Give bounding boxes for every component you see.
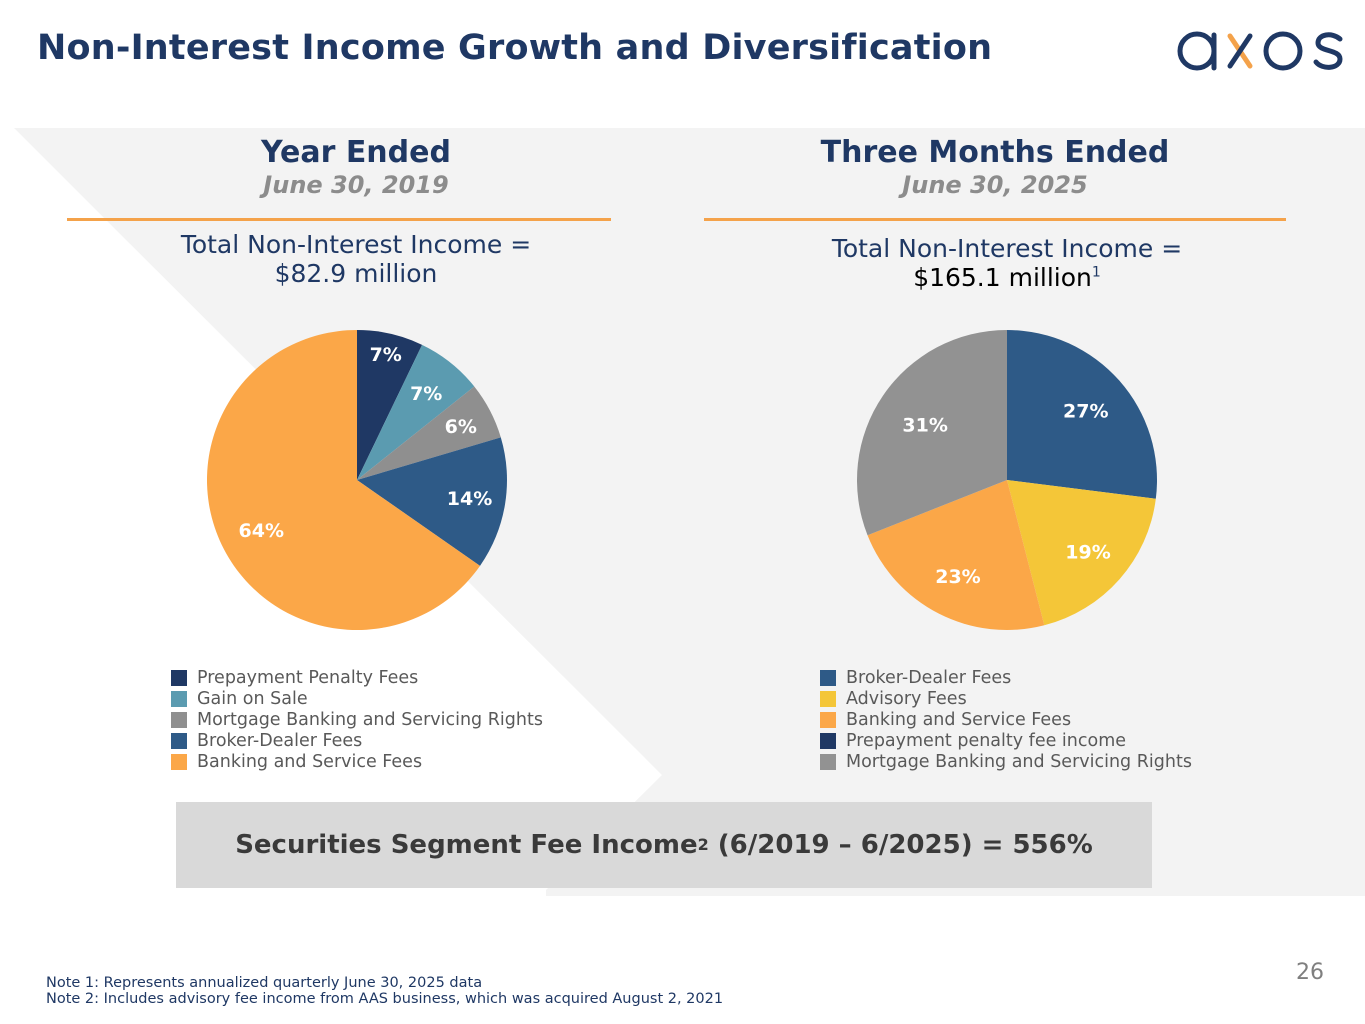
axos-logo <box>1177 31 1343 71</box>
legend-label-1-0: Broker-Dealer Fees <box>846 667 1012 688</box>
left-panel-heading: Year Ended June 30, 2019 <box>156 136 556 200</box>
right-heading-title: Three Months Ended <box>820 135 1170 170</box>
legend-item-0-4: Banking and Service Fees <box>171 751 543 772</box>
left-divider <box>67 218 611 221</box>
left-total-amount: $82.9 million <box>274 259 438 288</box>
legend-swatch-1-1 <box>820 690 836 707</box>
pie-label-1-4: 31% <box>902 414 947 436</box>
pie-slice-1-2 <box>867 480 1045 630</box>
summary-text-after: (6/2019 – 6/2025) = 556% <box>708 830 1093 860</box>
securities-fee-summary: Securities Segment Fee Income 2 (6/2019 –… <box>176 802 1152 888</box>
legend-swatch-1-2 <box>820 711 836 728</box>
left-total: Total Non-Interest Income = $82.9 millio… <box>106 230 606 288</box>
legend-label-0-2: Mortgage Banking and Servicing Rights <box>197 709 543 730</box>
pie-label-1-1: 19% <box>1065 541 1110 563</box>
legend-swatch-1-3 <box>820 732 836 749</box>
legend-label-0-3: Broker-Dealer Fees <box>197 730 363 751</box>
pie-slice-0-4 <box>207 330 481 630</box>
footnote-1: Note 1: Represents annualized quarterly … <box>46 975 483 991</box>
pie-chart-2019: 7%7%6%14%64% <box>207 330 507 630</box>
footnote-2: Note 2: Includes advisory fee income fro… <box>46 991 724 1007</box>
legend-swatch-0-0 <box>171 669 187 686</box>
legend-item-1-3: Prepayment penalty fee income <box>820 730 1192 751</box>
pie-slice-0-0 <box>357 330 423 480</box>
pie-label-1-0: 27% <box>1063 401 1108 423</box>
left-heading-date: June 30, 2019 <box>263 171 449 199</box>
legend-item-1-2: Banking and Service Fees <box>820 709 1192 730</box>
page-title: Non-Interest Income Growth and Diversifi… <box>37 28 993 68</box>
legend-item-0-2: Mortgage Banking and Servicing Rights <box>171 709 543 730</box>
right-total-amount: $165.1 million <box>913 263 1092 292</box>
legend-item-0-0: Prepayment Penalty Fees <box>171 667 543 688</box>
pie-chart-2025: 27% 19% 23% 31% <box>857 330 1157 630</box>
legend-2019: Prepayment Penalty Fees Gain on Sale Mortg… <box>171 667 543 772</box>
legend-swatch-1-0 <box>820 669 836 686</box>
left-total-label: Total Non-Interest Income = <box>180 230 532 259</box>
legend-label-0-1: Gain on Sale <box>197 688 308 709</box>
legend-item-0-3: Broker-Dealer Fees <box>171 730 543 751</box>
right-total-label: Total Non-Interest Income = <box>831 234 1183 263</box>
pie-slice-1-4 <box>857 330 1007 536</box>
legend-2025: Broker-Dealer Fees Advisory Fees Banking a… <box>820 667 1192 772</box>
pie-label-0-4: 64% <box>239 520 284 542</box>
pie-slice-0-1 <box>357 344 475 480</box>
right-total: Total Non-Interest Income = $165.1 milli… <box>757 234 1257 292</box>
summary-text-before: Securities Segment Fee Income <box>235 830 698 860</box>
legend-label-0-4: Banking and Service Fees <box>197 751 423 772</box>
legend-label-1-2: Banking and Service Fees <box>846 709 1072 730</box>
legend-swatch-0-4 <box>171 753 187 770</box>
legend-label-1-1: Advisory Fees <box>846 688 967 709</box>
legend-item-1-1: Advisory Fees <box>820 688 1192 709</box>
legend-item-1-0: Broker-Dealer Fees <box>820 667 1192 688</box>
right-heading-date: June 30, 2025 <box>902 171 1088 199</box>
pie-label-0-3: 14% <box>447 488 492 510</box>
pie-slice-0-2 <box>357 386 501 480</box>
left-heading-title: Year Ended <box>261 135 451 170</box>
legend-label-0-0: Prepayment Penalty Fees <box>197 667 419 688</box>
pie-label-0-1: 7% <box>410 383 442 405</box>
page-number: 26 <box>1296 960 1324 985</box>
pie-label-0-2: 6% <box>445 416 477 438</box>
legend-item-0-1: Gain on Sale <box>171 688 543 709</box>
legend-swatch-0-1 <box>171 690 187 707</box>
legend-item-1-4: Mortgage Banking and Servicing Rights <box>820 751 1192 772</box>
right-divider <box>704 218 1286 221</box>
legend-label-1-4: Mortgage Banking and Servicing Rights <box>846 751 1192 772</box>
pie-slice-1-1 <box>1007 480 1156 626</box>
pie-slice-1-0 <box>1007 330 1157 499</box>
legend-label-1-3: Prepayment penalty fee income <box>846 730 1127 751</box>
right-panel-heading: Three Months Ended June 30, 2025 <box>745 136 1245 200</box>
legend-swatch-0-2 <box>171 711 187 728</box>
pie-label-1-2: 23% <box>935 566 980 588</box>
legend-swatch-0-3 <box>171 732 187 749</box>
footnotes: Note 1: Represents annualized quarterly … <box>46 975 723 1007</box>
legend-swatch-1-4 <box>820 753 836 770</box>
right-total-footnote: 1 <box>1091 264 1101 281</box>
pie-slice-0-3 <box>357 437 507 566</box>
pie-label-0-0: 7% <box>370 344 402 366</box>
